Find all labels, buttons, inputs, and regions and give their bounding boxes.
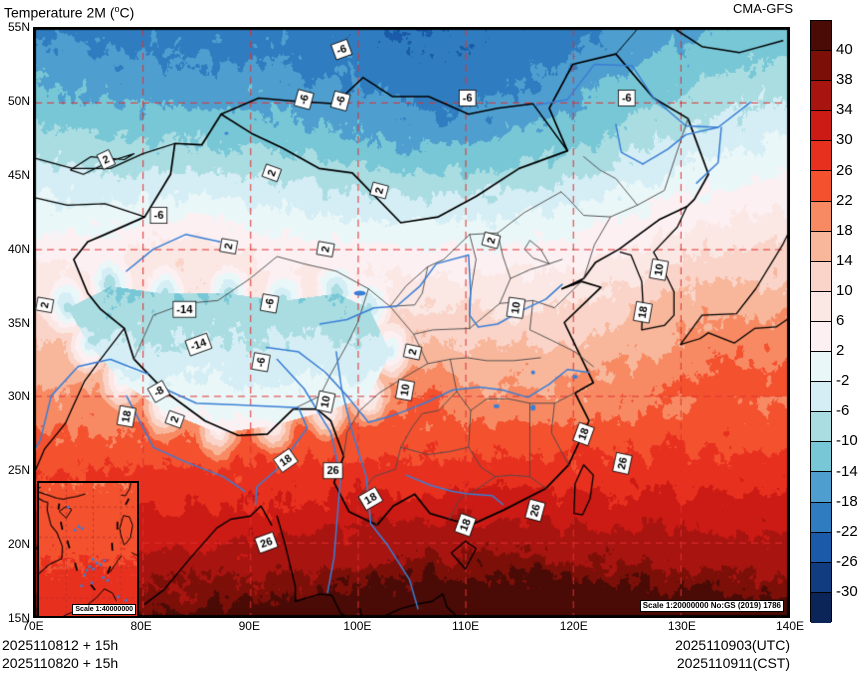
- lat-tick-label: 40N: [7, 241, 30, 256]
- map-scale-label: Scale 1:20000000 No:GS (2019) 1786: [639, 600, 784, 612]
- lon-tick-label: 100E: [343, 619, 372, 633]
- footer-valid-times: 2025110903(UTC) 2025110911(CST): [0, 636, 790, 672]
- colorbar-band: [811, 261, 831, 292]
- lon-tick-label: 80E: [130, 619, 152, 633]
- colorbar-band: [811, 51, 831, 82]
- colorbar-band: [811, 472, 831, 503]
- colorbar-tick-label: 10: [836, 281, 853, 299]
- lat-tick-label: 50N: [7, 93, 30, 108]
- colorbar-band: [811, 291, 831, 322]
- lat-tick-label: 45N: [7, 167, 30, 182]
- colorbar-band: [811, 442, 831, 473]
- valid-time-cst: 2025110911(CST): [676, 655, 790, 671]
- colorbar-tick-label: 30: [836, 131, 853, 149]
- page-title-text: Temperature 2M (: [4, 4, 115, 21]
- colorbar-tick-label: -22: [836, 522, 858, 540]
- colorbar-tick-label: 14: [836, 251, 853, 269]
- lat-tick-label: 20N: [7, 537, 30, 552]
- lat-tick-label: 35N: [7, 315, 30, 330]
- colorbar-tick-label: -26: [836, 552, 858, 570]
- colorbar-tick-label: -2: [836, 372, 850, 390]
- lon-tick-label: 130E: [667, 619, 696, 633]
- colorbar-band: [811, 592, 831, 623]
- colorbar-band: [811, 352, 831, 383]
- page-title: Temperature 2M (oC): [4, 0, 134, 22]
- colorbar-tick-label: 22: [836, 191, 853, 209]
- colorbar-tick-label: -6: [836, 402, 850, 420]
- colorbar-band: [811, 141, 831, 172]
- inset-field: [39, 483, 137, 616]
- colorbar-bands: [810, 20, 832, 623]
- init-time-utc: 2025110812 + 15h: [2, 637, 119, 653]
- lat-tick-label: 30N: [7, 389, 30, 404]
- latitude-axis: 55N 50N 45N 40N 35N 30N 25N 20N 15N: [0, 0, 33, 673]
- degree-symbol: o: [114, 4, 120, 14]
- model-label: CMA-GFS: [733, 1, 793, 16]
- colorbar-band: [811, 111, 831, 142]
- colorbar-tick-label: 26: [836, 161, 853, 179]
- lon-tick-label: 140E: [775, 619, 805, 633]
- lon-tick-label: 120E: [559, 619, 588, 633]
- temperature-field: [35, 29, 788, 616]
- page-title-unit: C): [119, 4, 135, 21]
- map-panel[interactable]: Scale 1:40000000 Scale 1:20000000 No:GS …: [33, 27, 790, 618]
- lon-tick-label: 110E: [451, 619, 480, 633]
- colorbar-band: [811, 231, 831, 262]
- colorbar-tick-label: -18: [836, 492, 858, 510]
- colorbar-tick-label: 38: [836, 71, 853, 89]
- colorbar-tick-label: 2: [836, 342, 845, 360]
- colorbar[interactable]: 40 38 34 30 26 22 18 14 10 6 2 -2 -6 -10 -14 -18 -22 -26 -…: [810, 20, 859, 623]
- longitude-axis: 70E 80E 90E 100E 110E 120E 130E 140E: [0, 619, 804, 636]
- colorbar-tick-label: 34: [836, 101, 853, 119]
- colorbar-band: [811, 382, 831, 413]
- colorbar-band: [811, 201, 831, 232]
- inset-scale-label: Scale 1:40000000: [72, 604, 136, 615]
- south-china-sea-inset[interactable]: Scale 1:40000000: [37, 481, 139, 616]
- colorbar-band: [811, 171, 831, 202]
- colorbar-band: [811, 81, 831, 112]
- colorbar-tick-label: 18: [836, 221, 853, 239]
- colorbar-tick-label: -14: [836, 462, 858, 480]
- lon-tick-label: 90E: [238, 619, 260, 633]
- lat-tick-label: 25N: [7, 463, 30, 478]
- valid-time-utc: 2025110903(UTC): [675, 637, 790, 653]
- lat-tick-label: 15N: [7, 611, 30, 625]
- colorbar-tick-label: -10: [836, 432, 858, 450]
- footer-init-times: 2025110812 + 15h 2025110820 + 15h: [2, 636, 118, 672]
- colorbar-tick-label: 6: [836, 312, 845, 329]
- lat-tick-label: 55N: [7, 20, 30, 34]
- colorbar-band: [811, 562, 831, 593]
- colorbar-tick-label: 40: [836, 41, 853, 59]
- colorbar-band: [811, 412, 831, 443]
- colorbar-band: [811, 321, 831, 353]
- colorbar-tick-label: -30: [836, 582, 858, 600]
- lon-tick-label: 70E: [22, 619, 44, 633]
- colorbar-band: [811, 21, 831, 52]
- init-time-cst: 2025110820 + 15h: [2, 655, 119, 671]
- colorbar-band: [811, 502, 831, 533]
- colorbar-band: [811, 532, 831, 563]
